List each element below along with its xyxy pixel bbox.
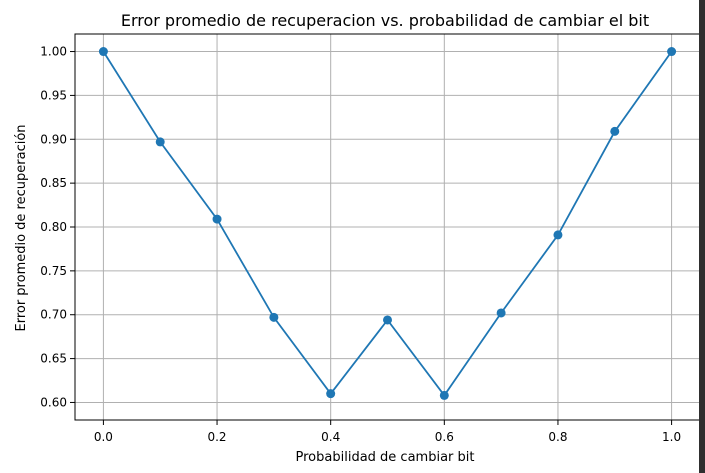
data-point — [383, 315, 392, 325]
y-axis-label: Error promedio de recuperación — [14, 124, 29, 331]
series-line — [102, 50, 673, 397]
x-axis-ticks: 0.0 0.2 0.4 0.6 0.8 1.0 — [94, 420, 681, 444]
y-tick-label: 0.70 — [40, 308, 67, 322]
y-axis-ticks: 0.60 0.65 0.70 0.75 0.80 0.85 0.90 0.95 1.00 — [40, 45, 75, 409]
window-edge — [699, 0, 705, 473]
data-point — [439, 390, 449, 400]
x-tick-label: 0.8 — [548, 430, 567, 444]
data-point — [553, 230, 563, 240]
y-tick-label: 1.00 — [40, 45, 67, 59]
data-point — [98, 47, 108, 57]
data-point — [326, 389, 336, 399]
x-tick-label: 0.2 — [207, 430, 226, 444]
data-point — [212, 214, 222, 224]
data-point — [155, 137, 165, 147]
y-tick-label: 0.60 — [40, 395, 67, 409]
grid — [75, 34, 700, 420]
x-tick-label: 0.6 — [435, 430, 454, 444]
x-tick-label: 1.0 — [662, 430, 681, 444]
y-tick-label: 0.95 — [40, 88, 67, 102]
y-tick-label: 0.90 — [40, 132, 67, 146]
x-tick-label: 0.4 — [321, 430, 340, 444]
data-point — [610, 126, 620, 136]
x-axis-label: Probabilidad de cambiar bit — [296, 450, 475, 465]
y-tick-label: 0.75 — [40, 264, 67, 278]
data-point — [496, 308, 506, 318]
y-tick-label: 0.80 — [40, 220, 67, 234]
chart-title: Error promedio de recuperacion vs. proba… — [121, 11, 649, 30]
data-point — [667, 47, 677, 57]
x-tick-label: 0.0 — [94, 430, 113, 444]
series-points — [98, 47, 677, 400]
y-tick-label: 0.85 — [40, 176, 67, 190]
data-point — [269, 312, 279, 322]
y-tick-label: 0.65 — [40, 352, 67, 366]
